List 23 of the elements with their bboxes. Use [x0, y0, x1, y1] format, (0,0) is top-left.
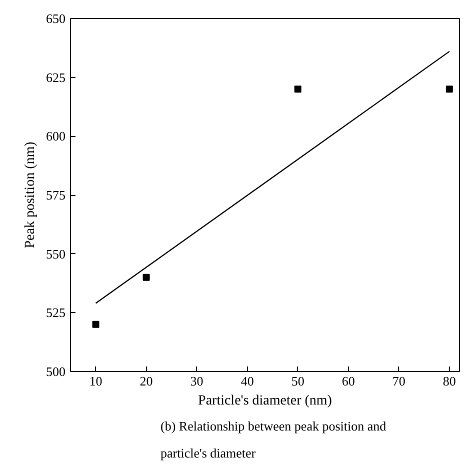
y-tick-label: 525 — [46, 305, 66, 320]
y-tick-label: 550 — [46, 246, 66, 262]
y-tick-label: 500 — [46, 364, 66, 379]
x-tick-label: 20 — [140, 374, 153, 388]
text: particle's diameter — [160, 446, 256, 460]
text: (b) Relationship between peak position and — [160, 418, 387, 434]
x-tick-label: 30 — [190, 374, 204, 388]
x-tick-label: 40 — [240, 374, 254, 388]
y-tick-label: 650 — [46, 11, 66, 26]
x-tick-label: 50 — [291, 374, 304, 388]
x-tick-label: 10 — [89, 374, 102, 388]
x-tick-label: 80 — [442, 374, 456, 388]
x-axis-title: Particle's diameter (nm) — [198, 394, 332, 408]
y-axis-title: Peak position (nm) — [23, 141, 38, 248]
x-tick-label: 60 — [342, 374, 355, 388]
y-tick-label: 625 — [46, 70, 66, 85]
y-tick-label: 575 — [46, 188, 66, 202]
y-tick-label: 600 — [46, 128, 66, 144]
point — [446, 86, 453, 93]
x-tick-label: 70 — [392, 374, 406, 388]
point — [142, 274, 150, 281]
point — [92, 320, 100, 328]
point — [294, 86, 302, 93]
